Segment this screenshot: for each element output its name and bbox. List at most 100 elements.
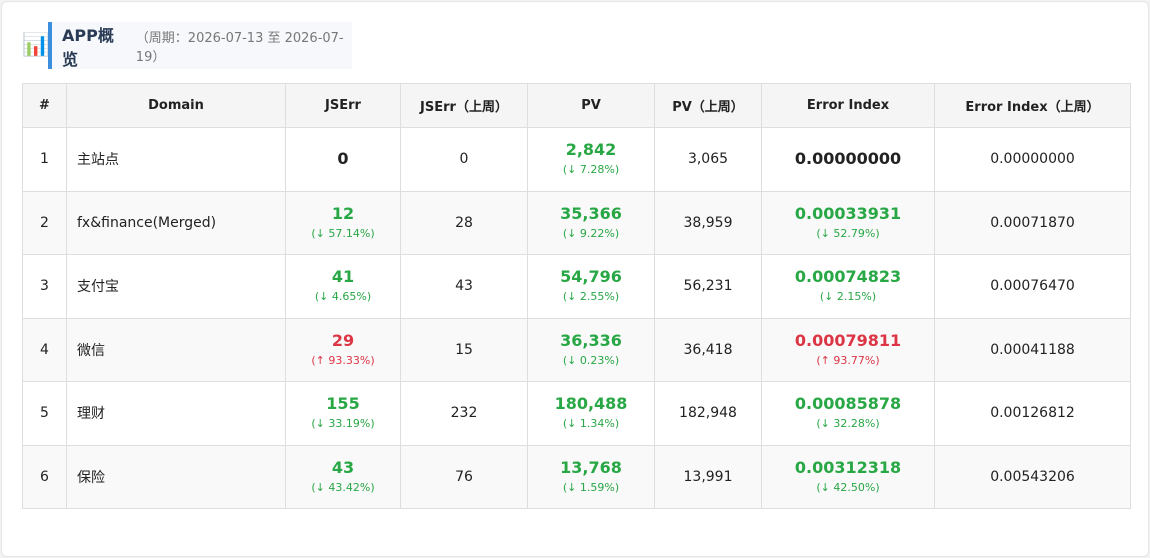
table-header-row: # Domain JSErr JSErr（上周） PV PV（上周） Error… [22, 83, 1131, 128]
jserr-cell: 41 (↓ 4.65%) [285, 254, 401, 319]
error-index-cell: 0.00074823 (↓ 2.15%) [761, 254, 935, 319]
pv-prev-cell: 56,231 [654, 254, 762, 319]
pv-cell: 13,768 (↓ 1.59%) [527, 444, 655, 509]
pv-cell: 2,842 (↓ 7.28%) [527, 127, 655, 192]
ei-chg-value: (↓ 2.15%) [819, 290, 877, 304]
ei-value: 0.00079811 [794, 330, 902, 350]
pv-prev-value: 38,959 [683, 214, 733, 231]
ei-prev-value: 0.00000000 [990, 151, 1075, 168]
pv-value: 13,768 [560, 457, 622, 477]
table-row: 6 保险 43 (↓ 43.42%) 76 13,768 (↓ 1.59%) 13,… [22, 444, 1131, 509]
jserr-cell: 155 (↓ 33.19%) [285, 381, 401, 446]
pv-value: 54,796 [560, 267, 622, 287]
ei-value: 0.00312318 [794, 457, 902, 477]
ei-prev-value: 0.00041188 [990, 341, 1075, 358]
domain-cell: 微信 [66, 317, 286, 382]
pv-cell: 180,488 (↓ 1.34%) [527, 381, 655, 446]
jserr-prev-value: 0 [459, 151, 469, 168]
ei-value: 0.00033931 [794, 203, 902, 223]
jserr-prev-cell: 0 [400, 127, 528, 192]
error-index-prev-cell: 0.00000000 [934, 127, 1131, 192]
column-header[interactable]: PV [527, 83, 655, 128]
ei-prev-value: 0.00126812 [990, 405, 1075, 422]
pv-prev-cell: 3,065 [654, 127, 762, 192]
table-row: 1 主站点 0 0 2,842 (↓ 7.28%) 3,065 0.0000000… [22, 127, 1131, 192]
jserr-prev-value: 28 [455, 214, 473, 231]
pv-prev-value: 36,418 [683, 341, 733, 358]
pv-value: 36,336 [560, 330, 622, 350]
jserr-prev-value: 43 [455, 278, 473, 295]
period-label: （周期：2026-07-13 至 2026-07-19） [135, 30, 344, 65]
ei-chg-value: (↓ 42.50%) [816, 480, 880, 494]
ei-chg-value: (↓ 52.79%) [816, 226, 880, 240]
pv-value: 2,842 [565, 140, 617, 160]
idx-value: 1 [40, 151, 49, 168]
table-row: 5 理财 155 (↓ 33.19%) 232 180,488 (↓ 1.34%) … [22, 381, 1131, 446]
ei-prev-value: 0.00071870 [990, 214, 1075, 231]
error-index-prev-cell: 0.00126812 [934, 381, 1131, 446]
column-header[interactable]: JSErr [285, 83, 401, 128]
domain-cell: 保险 [66, 444, 286, 509]
column-header[interactable]: Error Index（上周） [934, 83, 1131, 128]
jserr-prev-cell: 232 [400, 381, 528, 446]
row-index: 1 [22, 127, 67, 192]
pv-prev-cell: 182,948 [654, 381, 762, 446]
error-index-cell: 0.00079811 (↑ 93.77%) [761, 317, 935, 382]
table-row: 2 fx&finance(Merged) 12 (↓ 57.14%) 28 35,… [22, 190, 1131, 255]
error-index-prev-cell: 0.00071870 [934, 190, 1131, 255]
row-index: 4 [22, 317, 67, 382]
ei-chg-value: (↑ 93.77%) [816, 353, 880, 367]
error-index-cell: 0.00312318 (↓ 42.50%) [761, 444, 935, 509]
ei-chg-value: (↓ 32.28%) [816, 417, 880, 431]
column-header[interactable]: JSErr（上周） [400, 83, 528, 128]
domain-cell: 理财 [66, 381, 286, 446]
column-header[interactable]: Error Index [761, 83, 935, 128]
pv-prev-cell: 38,959 [654, 190, 762, 255]
idx-value: 5 [40, 405, 49, 422]
domain-value: 主站点 [77, 152, 119, 169]
ei-value: 0.00085878 [794, 394, 902, 414]
domain-value: 支付宝 [77, 279, 119, 296]
jserr-value: 43 [331, 457, 355, 477]
jserr-chg-value: (↓ 43.42%) [311, 480, 375, 494]
column-header[interactable]: Domain [66, 83, 286, 128]
row-index: 3 [22, 254, 67, 319]
jserr-cell: 29 (↑ 93.33%) [285, 317, 401, 382]
error-index-prev-cell: 0.00041188 [934, 317, 1131, 382]
jserr-chg-value: (↓ 4.65%) [314, 290, 372, 304]
domain-cell: 支付宝 [66, 254, 286, 319]
domain-cell: 主站点 [66, 127, 286, 192]
pv-prev-value: 56,231 [683, 278, 733, 295]
pv-cell: 36,336 (↓ 0.23%) [527, 317, 655, 382]
column-header[interactable]: # [22, 83, 67, 128]
table-row: 3 支付宝 41 (↓ 4.65%) 43 54,796 (↓ 2.55%) 56,… [22, 254, 1131, 319]
domain-value: 微信 [77, 342, 105, 359]
pv-chg-value: (↓ 9.22%) [562, 226, 620, 240]
jserr-value: 29 [331, 330, 355, 350]
pv-prev-cell: 13,991 [654, 444, 762, 509]
jserr-value: 12 [331, 203, 355, 223]
jserr-value: 0 [337, 149, 349, 169]
pv-prev-value: 13,991 [683, 468, 733, 485]
title-box: APP概览 （周期：2026-07-13 至 2026-07-19） [48, 22, 352, 69]
jserr-value: 41 [331, 267, 355, 287]
pv-value: 35,366 [560, 203, 622, 223]
idx-value: 4 [40, 341, 49, 358]
error-index-cell: 0.00000000 [761, 127, 935, 192]
pv-cell: 35,366 (↓ 9.22%) [527, 190, 655, 255]
pv-chg-value: (↓ 1.59%) [562, 480, 620, 494]
idx-value: 2 [40, 214, 49, 231]
row-index: 2 [22, 190, 67, 255]
jserr-prev-cell: 43 [400, 254, 528, 319]
pv-cell: 54,796 (↓ 2.55%) [527, 254, 655, 319]
column-header[interactable]: PV（上周） [654, 83, 762, 128]
jserr-chg-value: (↓ 57.14%) [311, 226, 375, 240]
jserr-prev-value: 76 [455, 468, 473, 485]
pv-chg-value: (↓ 1.34%) [562, 417, 620, 431]
pv-chg-value: (↓ 7.28%) [562, 163, 620, 177]
row-index: 6 [22, 444, 67, 509]
pv-prev-value: 182,948 [679, 405, 737, 422]
jserr-cell: 12 (↓ 57.14%) [285, 190, 401, 255]
jserr-prev-value: 232 [450, 405, 478, 422]
